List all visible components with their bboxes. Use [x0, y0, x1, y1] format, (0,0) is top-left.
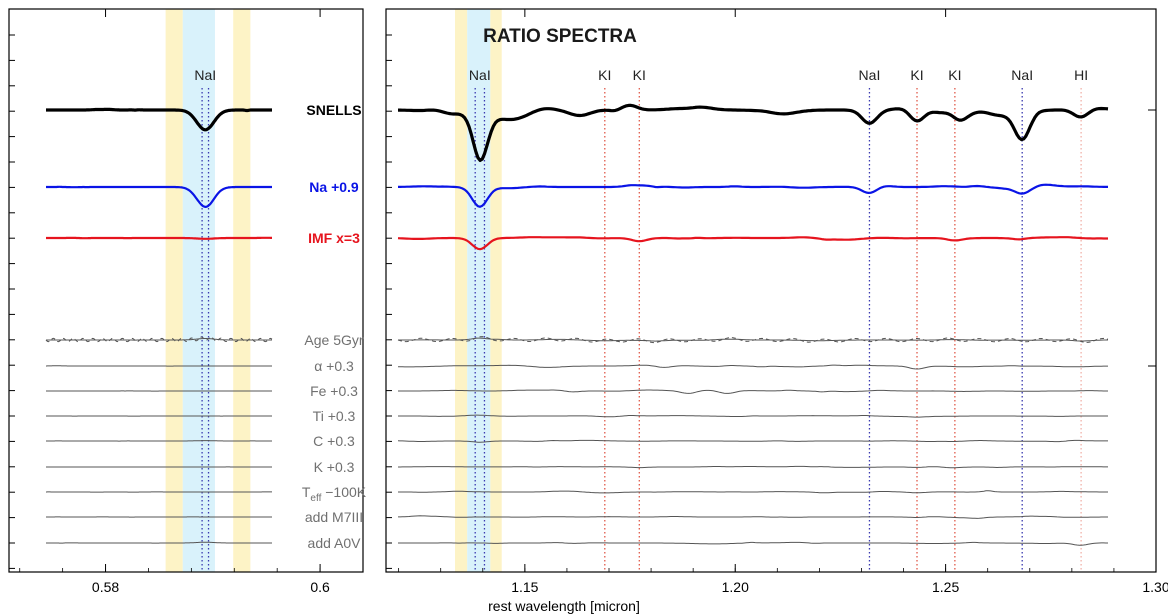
- plot-frame: [8, 8, 364, 573]
- series-line: [398, 414, 1108, 418]
- x-tick-label: 0.58: [92, 579, 119, 595]
- series-line: [398, 183, 1108, 208]
- series-label: add A0V: [308, 535, 362, 551]
- series-line: [46, 338, 272, 341]
- series-line: [397, 439, 1108, 443]
- feature-label: NaI: [859, 67, 881, 83]
- shaded-band: [455, 9, 468, 572]
- series-line-dashed: [397, 336, 1109, 344]
- series-line: [398, 389, 1108, 394]
- series-line: [46, 541, 272, 544]
- feature-label: HI: [1074, 67, 1088, 83]
- feature-label: NaI: [469, 67, 491, 83]
- feature-label: KI: [633, 67, 646, 83]
- feature-label: KI: [598, 67, 611, 83]
- x-tick-label: 1.30: [1142, 579, 1168, 595]
- feature-label: NaI: [1011, 67, 1033, 83]
- x-tick-label: 1.25: [932, 579, 959, 595]
- series-label: α +0.3: [314, 358, 354, 374]
- left-panel: NaI 0.58 0.6: [8, 8, 364, 595]
- shaded-band: [467, 9, 491, 572]
- shaded-band: [233, 9, 251, 572]
- feature-label: NaI: [194, 67, 216, 83]
- feature-label: KI: [948, 67, 961, 83]
- series-label: Age 5Gyr: [304, 332, 363, 348]
- series-label: add M7III: [305, 509, 363, 525]
- series-labels: SNELLS Na +0.9 IMF x=3 Age 5Gyr α +0.3 Fe +0.…: [302, 102, 367, 551]
- series-line: [398, 465, 1108, 469]
- feature-label: KI: [910, 67, 923, 83]
- shaded-band: [490, 9, 502, 572]
- series-label: Teff −100K: [302, 484, 367, 504]
- series-label: K +0.3: [314, 459, 355, 475]
- x-axis-label: rest wavelength [micron]: [488, 598, 640, 614]
- x-tick-label: 1.15: [511, 579, 538, 595]
- series-label: C +0.3: [313, 433, 355, 449]
- series-line: [397, 236, 1108, 251]
- series-line: [398, 103, 1109, 162]
- series-line: [397, 364, 1108, 370]
- series-label: Ti +0.3: [313, 408, 356, 424]
- series-label: IMF x=3: [308, 230, 360, 246]
- series-line: [45, 185, 273, 208]
- series-line: [45, 236, 273, 240]
- x-tick-label: 1.20: [722, 579, 749, 595]
- shaded-band: [165, 9, 183, 572]
- series-label: Fe +0.3: [310, 383, 358, 399]
- series-line: [45, 107, 273, 132]
- shaded-band: [182, 9, 215, 572]
- series-line-dashed: [45, 336, 273, 343]
- series-label: SNELLS: [306, 102, 361, 118]
- right-panel: NaI KI KI NaI KI KI NaI HI 1.15 1.20 1.25 1.30: [385, 8, 1168, 595]
- series-label: Na +0.9: [309, 179, 359, 195]
- series-line: [46, 440, 272, 442]
- x-tick-label: 0.6: [310, 579, 330, 595]
- series-line: [398, 541, 1108, 546]
- series-line: [398, 515, 1108, 519]
- series-line: [398, 490, 1108, 494]
- chart-title: RATIO SPECTRA: [483, 26, 637, 47]
- plot-frame: [385, 8, 1157, 573]
